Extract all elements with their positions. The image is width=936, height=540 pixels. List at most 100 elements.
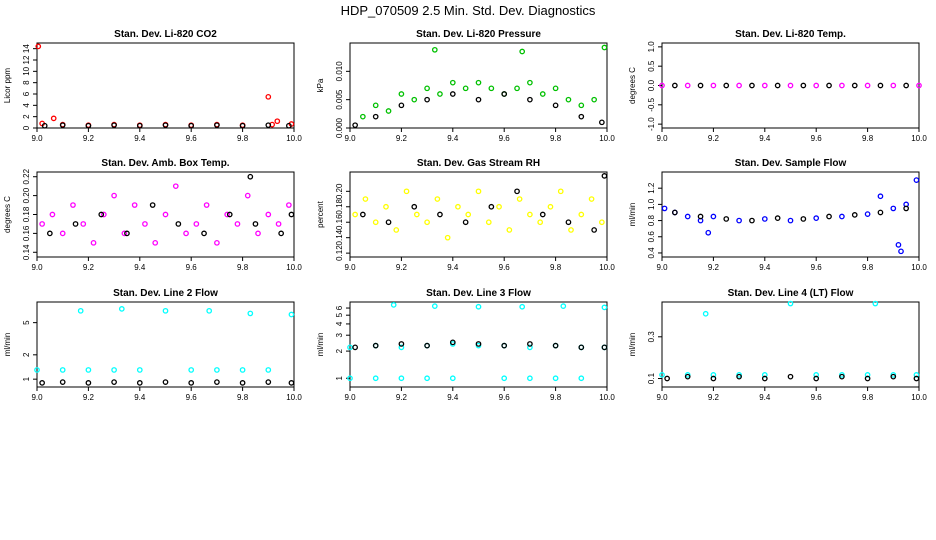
y-tick-label: 0.14 [22, 244, 31, 260]
y-axis-label: degrees C [3, 196, 12, 233]
data-point [496, 203, 502, 210]
series-series-2 [352, 91, 605, 129]
data-point [385, 108, 392, 114]
y-tick-label: 0.12 [335, 245, 344, 261]
data-point [449, 79, 456, 86]
data-point [162, 122, 169, 129]
data-point [661, 205, 668, 212]
x-tick-label: 9.6 [186, 393, 198, 402]
x-tick-label: 9.8 [550, 134, 562, 143]
data-point [444, 234, 451, 241]
data-point [813, 372, 820, 378]
data-point [826, 82, 832, 89]
data-point [124, 230, 130, 237]
y-tick-label: 0.6 [647, 231, 656, 243]
data-point [877, 193, 884, 200]
data-point [398, 102, 405, 109]
y-axis-label: ml/min [628, 333, 637, 357]
y-tick-label: 4 [22, 103, 31, 108]
data-point [710, 82, 717, 89]
x-tick-label: 9.4 [134, 393, 146, 402]
data-point [774, 215, 781, 221]
data-point [547, 203, 554, 210]
data-point [501, 375, 508, 382]
y-tick-label: 2 [335, 348, 344, 353]
data-point [411, 96, 418, 103]
data-point [424, 219, 430, 226]
y-tick-label: 4 [335, 321, 344, 326]
chart-panel-8: Stan. Dev. Line 3 Flow ml/min 9.0 9.2 9.4 9.6… [316, 288, 615, 402]
data-point [890, 205, 897, 212]
panel-title: Stan. Dev. Line 2 Flow [113, 288, 218, 299]
plot-frame [349, 171, 608, 258]
data-point [864, 211, 871, 217]
data-point [800, 82, 807, 89]
data-point [851, 82, 858, 89]
data-point [736, 82, 742, 89]
data-point [136, 380, 143, 386]
x-tick-label: 9.8 [237, 134, 249, 143]
data-point [449, 339, 456, 346]
data-point [749, 82, 755, 89]
y-axis-label: kPa [316, 78, 325, 92]
data-point [710, 213, 717, 220]
data-point [431, 303, 438, 309]
x-tick-label: 9.0 [31, 134, 43, 143]
data-point [552, 375, 559, 382]
series-series-2 [46, 173, 295, 237]
data-point [372, 342, 379, 349]
y-tick-label: 0.005 [335, 89, 344, 110]
data-point [398, 341, 405, 347]
data-point [275, 221, 282, 227]
x-tick-label: 9.0 [656, 393, 668, 402]
data-point [462, 219, 469, 226]
data-point [916, 82, 922, 89]
data-point [527, 211, 533, 218]
plot-frame [36, 301, 295, 388]
series-series-2 [671, 82, 910, 89]
data-point [710, 375, 717, 382]
data-point [864, 372, 871, 378]
data-point [449, 91, 456, 97]
data-point [552, 85, 559, 92]
panel-title: Stan. Dev. Li-820 Temp. [735, 29, 846, 40]
panel-title: Stan. Dev. Line 3 Flow [426, 288, 531, 299]
data-point [121, 230, 128, 237]
data-point [697, 213, 704, 220]
data-point [601, 344, 608, 351]
data-point [70, 202, 76, 208]
data-point [72, 221, 79, 227]
data-point [278, 230, 284, 237]
data-point [671, 209, 678, 216]
data-point [239, 380, 246, 386]
series-series-1 [39, 183, 292, 246]
data-point [485, 219, 492, 226]
data-point [519, 48, 526, 55]
data-point [234, 221, 241, 227]
series-series-1 [34, 306, 295, 373]
data-point [565, 96, 572, 103]
data-point [514, 85, 520, 92]
data-point [398, 375, 405, 382]
data-point [455, 203, 461, 210]
data-point [255, 230, 261, 237]
data-point [527, 375, 533, 382]
data-point [59, 230, 66, 237]
data-point [244, 192, 251, 199]
data-point [274, 118, 281, 125]
data-point [475, 303, 482, 310]
data-point [761, 375, 768, 382]
data-point [98, 211, 105, 218]
x-tick-label: 9.2 [83, 393, 95, 402]
data-point [162, 379, 169, 385]
y-tick-label: 0.000 [335, 117, 344, 138]
x-tick-label: 9.0 [31, 263, 43, 272]
data-point [659, 82, 665, 89]
data-point [761, 82, 768, 89]
y-tick-label: 0.1 [647, 372, 656, 384]
data-point [826, 213, 832, 220]
data-point [413, 211, 420, 218]
data-point [398, 344, 405, 351]
data-point [162, 211, 169, 218]
